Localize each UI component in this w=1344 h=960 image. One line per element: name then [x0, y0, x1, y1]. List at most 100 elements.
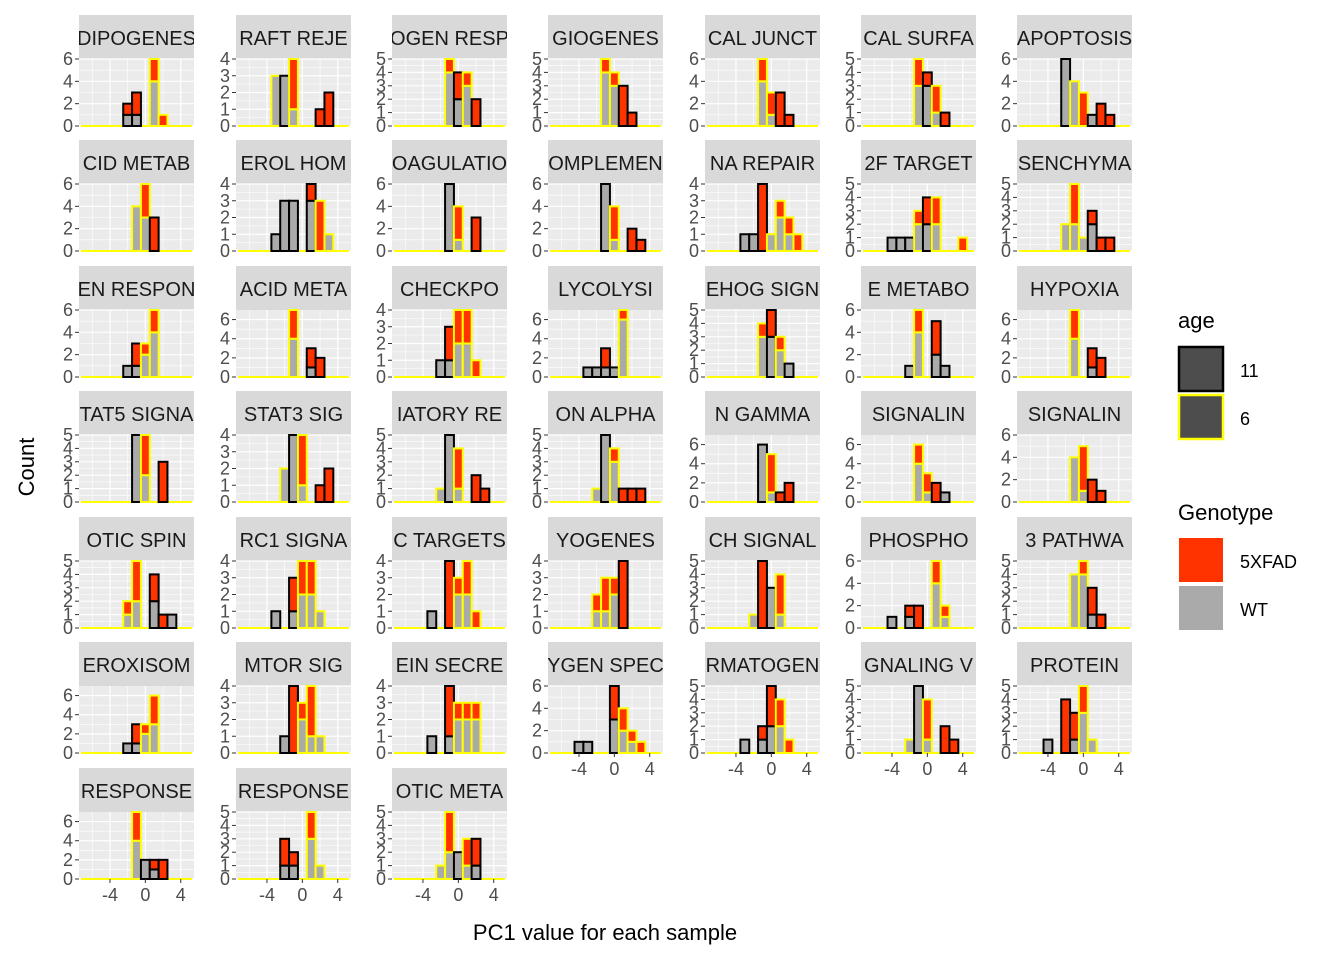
y-tick-label: 4 — [845, 322, 855, 342]
bar-wt — [591, 487, 603, 504]
bar-wt — [435, 864, 447, 880]
bar-wt — [765, 233, 777, 252]
facet-strip — [1017, 391, 1132, 435]
bar-wt — [452, 238, 464, 252]
bar-5xfad — [296, 560, 308, 596]
y-tick-label: 6 — [845, 551, 855, 571]
y-tick-label: 2 — [532, 89, 542, 109]
facet-strip — [236, 140, 351, 184]
y-tick-label: 4 — [376, 438, 386, 458]
bar-wt — [1069, 80, 1080, 128]
y-tick-label: 3 — [376, 317, 386, 337]
bar-wt — [435, 359, 447, 378]
y-tick-label: 2 — [532, 465, 542, 485]
y-tick-label: 0 — [63, 743, 73, 763]
x-tick-label: 4 — [333, 885, 343, 905]
bar-wt — [288, 610, 299, 629]
facet-title: MTOR SIG — [244, 655, 343, 677]
bar-5xfad — [444, 685, 455, 738]
y-tick-label: 4 — [1001, 447, 1011, 467]
y-tick-label: 5 — [845, 174, 855, 194]
bar-5xfad — [913, 604, 924, 630]
y-tick-label: 1 — [220, 475, 230, 495]
y-tick-label: 3 — [220, 191, 230, 211]
bar-5xfad — [305, 560, 317, 596]
bar-5xfad — [148, 858, 160, 871]
bar-wt — [305, 366, 317, 378]
bar-wt — [314, 864, 326, 880]
bar-5xfad — [930, 320, 942, 356]
y-tick-label: 0 — [376, 116, 386, 136]
y-tick-label: 0 — [845, 116, 855, 136]
bar-wt — [279, 74, 291, 127]
facet-title: EROXISOM — [83, 655, 191, 677]
bar-5xfad — [608, 71, 620, 87]
bar-5xfad — [461, 837, 473, 867]
bar-5xfad — [921, 71, 933, 87]
y-tick-label: 2 — [845, 716, 855, 736]
bar-wt — [131, 434, 142, 503]
y-tick-label: 2 — [376, 334, 386, 354]
bar-wt — [296, 593, 308, 629]
bar-wt — [1077, 573, 1089, 630]
y-tick-label: 2 — [220, 208, 230, 228]
bar-5xfad — [1077, 445, 1089, 492]
y-tick-label: 5 — [1001, 174, 1011, 194]
facet-strip — [705, 517, 820, 561]
bar-5xfad — [1095, 102, 1107, 127]
y-tick-label: 5 — [845, 49, 855, 69]
y-tick-label: 2 — [1001, 214, 1011, 234]
y-tick-label: 2 — [1001, 470, 1011, 490]
bar-5xfad — [148, 309, 160, 334]
bar-5xfad — [904, 604, 916, 618]
bar-5xfad — [913, 58, 924, 87]
y-tick-label: 5 — [376, 802, 386, 822]
y-tick-label: 5 — [689, 551, 699, 571]
y-tick-label: 4 — [845, 62, 855, 82]
bar-wt — [148, 331, 160, 379]
facet-title: HYPOXIA — [1030, 279, 1120, 301]
y-tick-label: 0 — [376, 367, 386, 387]
bar-wt — [930, 223, 942, 252]
bar-wt — [930, 353, 942, 378]
facet-title: YOGENES — [556, 530, 655, 552]
y-tick-label: 6 — [63, 174, 73, 194]
y-tick-label: 0 — [845, 241, 855, 261]
bar-5xfad — [774, 573, 786, 616]
y-tick-label: 0 — [1001, 492, 1011, 512]
y-tick-label: 2 — [689, 473, 699, 493]
x-tick-label: 4 — [958, 759, 968, 779]
y-tick-label: 1 — [376, 350, 386, 370]
bar-5xfad — [1077, 560, 1089, 576]
y-tick-label: 6 — [689, 49, 699, 69]
y-tick-label: 0 — [689, 116, 699, 136]
y-tick-label: 1 — [376, 856, 386, 876]
bar-5xfad — [774, 698, 786, 728]
facet-title: E METABO — [868, 279, 970, 301]
x-tick-label: -4 — [571, 759, 587, 779]
bar-5xfad — [296, 434, 308, 487]
bar-wt — [895, 236, 907, 253]
bar-wt — [305, 593, 317, 629]
bar-wt — [600, 71, 611, 127]
y-tick-label: 4 — [220, 425, 230, 445]
bar-5xfad — [774, 335, 786, 352]
bar-5xfad — [600, 58, 611, 74]
y-tick-label: 1 — [63, 605, 73, 625]
bar-wt — [600, 610, 611, 629]
y-tick-label: 2 — [1001, 591, 1011, 611]
y-tick-label: 4 — [63, 705, 73, 725]
y-tick-label: 4 — [63, 196, 73, 216]
bar-5xfad — [461, 71, 473, 87]
legend-age-label-11: 11 — [1240, 361, 1259, 381]
facet-strip — [1017, 140, 1132, 184]
y-tick-label: 2 — [220, 459, 230, 479]
y-tick-label: 1 — [1001, 730, 1011, 750]
bar-5xfad — [608, 205, 620, 241]
y-tick-label: 0 — [220, 116, 230, 136]
bar-5xfad — [783, 216, 795, 236]
